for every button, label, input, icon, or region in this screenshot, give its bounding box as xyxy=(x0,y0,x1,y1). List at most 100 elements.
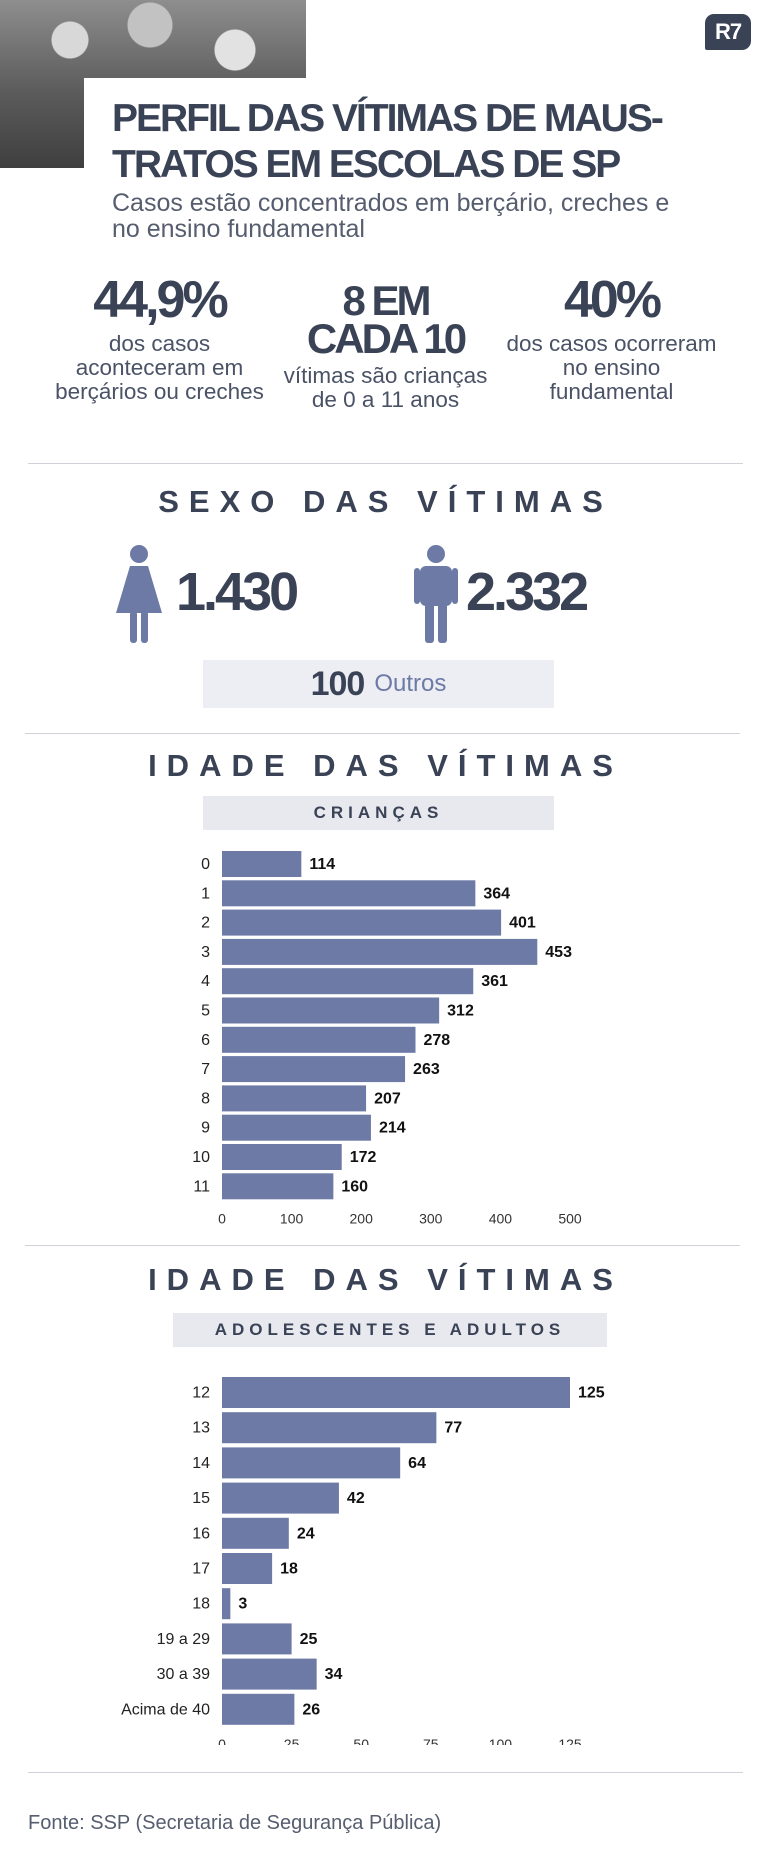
chart-subtitle-adultos: ADOLESCENTES E ADULTOS xyxy=(173,1313,607,1347)
others-count: 100 xyxy=(310,664,366,703)
category-label: 10 xyxy=(192,1149,210,1166)
category-label: 17 xyxy=(192,1561,210,1578)
bar-value-label: 172 xyxy=(350,1149,377,1166)
x-tick-label: 125 xyxy=(558,1736,582,1745)
bar-value-label: 3 xyxy=(238,1596,247,1613)
bar-value-label: 364 xyxy=(483,885,510,902)
x-tick-label: 50 xyxy=(353,1736,369,1745)
stat-value: 44,9% xyxy=(93,271,228,329)
male-count: 2.332 xyxy=(466,562,589,622)
category-label: 14 xyxy=(192,1455,210,1472)
bar-value-label: 125 xyxy=(578,1385,605,1402)
bar xyxy=(222,1056,406,1083)
x-tick-label: 200 xyxy=(350,1210,374,1225)
stat-description: vítimas são crianças de 0 a 11 anos xyxy=(283,363,488,412)
bar xyxy=(222,1085,367,1112)
category-label: 9 xyxy=(201,1120,210,1137)
stat-bercarios: 44,9% dos casos aconteceram em berçários… xyxy=(52,274,267,404)
bar xyxy=(222,1144,342,1170)
bar xyxy=(222,1623,292,1655)
source-note: Fonte: SSP (Secretaria de Segurança Públ… xyxy=(28,1812,442,1834)
section-title-idade-criancas: IDADE DAS VÍTIMAS xyxy=(148,748,623,783)
bar-value-label: 77 xyxy=(444,1420,462,1437)
category-label: 15 xyxy=(192,1490,210,1507)
photo-mask xyxy=(84,78,324,178)
chart-adultos: 125 12 77 13 64 14 42 15 24 16 18 17 3 18 25 19 a 29 34 3… xyxy=(121,1377,605,1745)
bar xyxy=(222,997,440,1024)
category-label: 16 xyxy=(192,1525,210,1542)
divider xyxy=(28,463,743,464)
bar xyxy=(222,1026,416,1053)
bar-value-label: 18 xyxy=(280,1561,298,1578)
section-title-idade-adultos: IDADE DAS VÍTIMAS xyxy=(148,1262,623,1297)
x-tick-label: 75 xyxy=(423,1736,439,1745)
stat-value: 8 EM CADA 10 xyxy=(306,277,467,362)
female-icon xyxy=(116,545,162,643)
x-tick-label: 100 xyxy=(489,1736,513,1745)
x-tick-label: 0 xyxy=(218,1210,226,1225)
bar xyxy=(222,1658,317,1690)
bar xyxy=(222,1553,273,1584)
divider xyxy=(25,733,740,734)
category-label: 12 xyxy=(192,1385,210,1402)
page-subtitle: Casos estão concentrados em berçário, cr… xyxy=(112,189,670,243)
bar xyxy=(222,1173,334,1200)
category-label: 4 xyxy=(201,973,210,990)
bar-value-label: 453 xyxy=(545,944,572,961)
category-label: 5 xyxy=(201,1003,210,1020)
bar-value-label: 278 xyxy=(423,1032,450,1049)
bar xyxy=(222,1482,339,1514)
bar-value-label: 361 xyxy=(481,973,508,990)
category-label: Acima de 40 xyxy=(121,1701,210,1718)
others-label: Outros xyxy=(374,670,447,697)
bar xyxy=(222,909,502,936)
others-box: 100 Outros xyxy=(203,660,554,708)
male-icon xyxy=(414,545,458,643)
x-tick-label: 0 xyxy=(218,1736,226,1745)
bar-value-label: 401 xyxy=(509,915,536,932)
bar-value-label: 25 xyxy=(300,1631,318,1648)
chart-criancas: 114 0 364 1 401 2 453 3 361 4 312 5 278 6 263 7 207 8 214 9… xyxy=(192,851,582,1225)
x-tick-label: 25 xyxy=(284,1736,300,1745)
category-label: 3 xyxy=(201,944,210,961)
category-label: 11 xyxy=(193,1178,210,1195)
x-tick-label: 500 xyxy=(558,1210,582,1225)
bar xyxy=(222,1588,231,1620)
divider xyxy=(25,1245,740,1246)
category-label: 0 xyxy=(201,856,210,873)
x-tick-label: 400 xyxy=(489,1210,513,1225)
category-label: 13 xyxy=(192,1420,210,1437)
bar xyxy=(222,1693,295,1725)
category-label: 6 xyxy=(201,1032,210,1049)
bar-value-label: 207 xyxy=(374,1090,401,1107)
bar-value-label: 64 xyxy=(408,1455,426,1472)
page-title: PERFIL DAS VÍTIMAS DE MAUS-TRATOS EM ESC… xyxy=(112,97,664,186)
stat-criancas: 8 EM CADA 10 vítimas são crianças de 0 a… xyxy=(278,277,493,412)
divider xyxy=(28,1772,743,1773)
stat-fundamental: 40% dos casos ocorreram no ensino fundam… xyxy=(504,274,719,404)
category-label: 2 xyxy=(201,915,210,932)
bar-value-label: 160 xyxy=(341,1178,368,1195)
bar-value-label: 42 xyxy=(347,1490,365,1507)
bar xyxy=(222,938,538,965)
category-label: 7 xyxy=(201,1061,210,1078)
stat-description: dos casos aconteceram em berçários ou cr… xyxy=(55,331,264,404)
bar xyxy=(222,1447,401,1479)
bar-value-label: 114 xyxy=(309,856,335,873)
bar-value-label: 26 xyxy=(302,1701,320,1718)
category-label: 30 a 39 xyxy=(157,1666,210,1683)
bar-value-label: 24 xyxy=(297,1525,315,1542)
bar xyxy=(222,851,302,877)
female-count: 1.430 xyxy=(176,562,299,622)
stat-value: 40% xyxy=(563,271,662,329)
bar-value-label: 263 xyxy=(413,1061,440,1078)
bar xyxy=(222,968,474,995)
chart-subtitle-criancas: CRIANÇAS xyxy=(203,796,554,830)
r7-logo: R7 xyxy=(705,14,751,50)
x-tick-label: 300 xyxy=(419,1210,443,1225)
x-tick-label: 100 xyxy=(280,1210,304,1225)
bar xyxy=(222,1114,371,1141)
bar-value-label: 312 xyxy=(447,1003,474,1020)
bar xyxy=(222,1517,289,1549)
section-title-sexo: SEXO DAS VÍTIMAS xyxy=(158,484,613,519)
